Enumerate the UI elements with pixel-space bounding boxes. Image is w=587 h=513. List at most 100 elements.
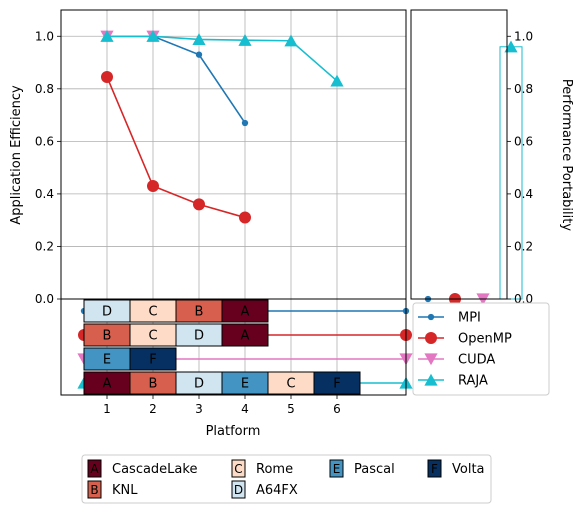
- table-cell-label: C: [286, 377, 295, 392]
- table-cell-label: E: [241, 377, 249, 392]
- series-raja: [100, 30, 344, 87]
- platform-x-tick-label: 5: [287, 402, 295, 416]
- data-point-mpi: [241, 119, 249, 127]
- portability-plot-background: [411, 10, 507, 299]
- table-cell-label: D: [194, 329, 204, 344]
- series-legend: MPI OpenMP CUDA RAJA: [412, 302, 550, 396]
- platform-legend-letter: B: [90, 483, 98, 497]
- efficiency-y-tick-label: 0.0: [35, 292, 54, 306]
- series-legend-item-raja: RAJA: [418, 374, 488, 389]
- data-point-openmp: [147, 180, 159, 193]
- efficiency-y-tick-label: 0.6: [35, 134, 54, 148]
- data-point-openmp: [193, 198, 205, 211]
- series-legend-marker: [427, 313, 435, 321]
- data-point-mpi: [195, 51, 203, 58]
- table-cell-label: C: [148, 329, 157, 344]
- efficiency-lines: [100, 30, 344, 224]
- platform-legend-swatch: [87, 480, 102, 499]
- series-legend-label: RAJA: [458, 374, 488, 389]
- platform-legend: A CascadeLake B KNL C Rome D A64FX E Pascal F Volta: [81, 454, 492, 504]
- data-point-openmp: [101, 70, 113, 83]
- platform-legend-item-knl: B KNL: [87, 480, 138, 499]
- platform-legend-name: Rome: [256, 462, 293, 477]
- table-cell-label: C: [148, 305, 157, 320]
- series-openmp: [101, 70, 251, 224]
- portability-marker-raja: [504, 40, 518, 53]
- portability-plot-frame: [410, 9, 508, 300]
- series-legend-marker: [425, 332, 437, 344]
- table-cell-label: A: [241, 329, 250, 344]
- data-point-raja: [284, 34, 298, 47]
- platform-legend-box: [81, 454, 492, 504]
- table-cell-label: B: [195, 305, 204, 320]
- efficiency-y-tick-label: 0.8: [35, 82, 54, 96]
- series-line-openmp: [106, 76, 246, 219]
- platform-legend-letter: A: [90, 462, 99, 476]
- data-point-raja: [192, 33, 206, 46]
- platform-legend-item-volta: F Volta: [427, 459, 485, 478]
- series-legend-marker: [424, 373, 438, 386]
- platform-legend-item-rome: C Rome: [231, 459, 293, 478]
- data-point-raja: [100, 30, 114, 42]
- platform-legend-name: KNL: [112, 483, 138, 498]
- platform-legend-name: Volta: [452, 462, 485, 477]
- series-legend-marker: [424, 353, 438, 366]
- efficiency-y-axis-label: Application Efficiency: [9, 85, 24, 225]
- platform-legend-name: Pascal: [354, 462, 395, 477]
- platform-table-frame: [60, 298, 407, 396]
- series-legend-label: MPI: [458, 311, 481, 326]
- table-cell: [221, 323, 269, 347]
- data-point-openmp: [239, 211, 251, 224]
- portability-y-tick-label: 0.8: [514, 82, 533, 96]
- platform-x-tick-label: 4: [241, 402, 249, 416]
- table-cell-label: A: [103, 377, 112, 392]
- platform-x-ticks: 1 2 3 4 5 6: [103, 395, 341, 416]
- platform-table-rows: D C B AB C D AE FA B D E C F: [77, 299, 413, 395]
- platform-legend-letter: F: [431, 462, 438, 476]
- portability-y-tick-label: 1.0: [514, 29, 533, 43]
- series-legend-item-cuda: CUDA: [418, 353, 495, 368]
- platform-legend-swatch: [231, 459, 246, 478]
- platform-legend-swatch: [231, 480, 246, 499]
- data-point-raja: [238, 33, 252, 46]
- portability-y-tick-label: 0.6: [514, 134, 533, 148]
- table-cell: [313, 371, 361, 395]
- efficiency-y-tick-label: 0.2: [35, 239, 54, 253]
- portability-plot: 0.00.20.40.60.81.0 Performance Portabili…: [410, 9, 574, 306]
- table-cell: [221, 299, 269, 323]
- table-cell: [129, 347, 177, 371]
- portability-bars: [424, 40, 523, 306]
- table-cell-label: D: [102, 305, 112, 320]
- table-cell-label: A: [241, 305, 250, 320]
- platform-legend-letter: E: [333, 462, 341, 476]
- portability-y-tick-label: 0.4: [514, 187, 533, 201]
- platform-legend-letter: D: [234, 483, 243, 497]
- data-point-raja: [330, 74, 344, 87]
- platform-legend-name: CascadeLake: [112, 462, 197, 477]
- efficiency-y-tick-label: 1.0: [35, 29, 54, 43]
- platform-legend-name: A64FX: [256, 483, 298, 498]
- table-cell-label: B: [103, 329, 112, 344]
- efficiency-plot-background: [61, 10, 406, 299]
- platform-legend-swatch: [427, 459, 442, 478]
- efficiency-y-tick-label: 0.4: [35, 187, 54, 201]
- table-cell-label: D: [194, 377, 204, 392]
- series-legend-item-mpi: MPI: [418, 311, 481, 326]
- platform-legend-item-a64fx: D A64FX: [231, 480, 298, 499]
- table-cell-label: E: [103, 353, 111, 368]
- portability-y-tick-label: 0.2: [514, 239, 533, 253]
- platform-legend-item-cascadelake: A CascadeLake: [87, 459, 197, 478]
- efficiency-plot: 0.0 0.2 0.4 0.6 0.8 1.0 Application Efficienc…: [9, 9, 407, 306]
- table-cell-label: F: [333, 377, 340, 392]
- platform-x-tick-label: 3: [195, 402, 203, 416]
- portability-y-axis-label: Performance Portability: [559, 79, 574, 231]
- platform-legend-letter: C: [234, 462, 242, 476]
- platform-x-tick-label: 6: [333, 402, 341, 416]
- table-cell-label: B: [149, 377, 158, 392]
- series-line-raja: [107, 35, 338, 82]
